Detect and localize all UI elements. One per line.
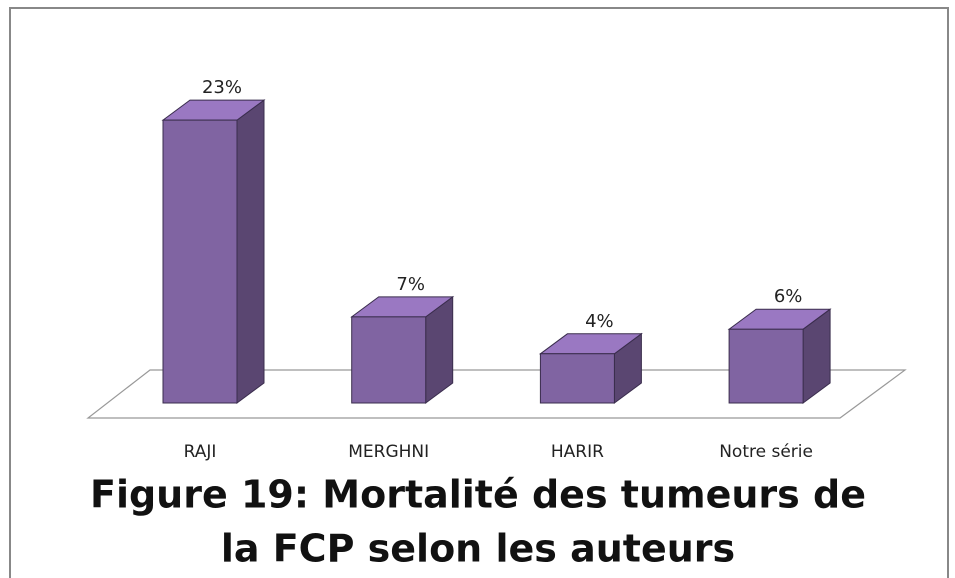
- data-label: 6%: [774, 286, 803, 307]
- data-label: 7%: [396, 274, 425, 295]
- x-tick-label: RAJI: [184, 442, 217, 462]
- bar-front: [351, 316, 427, 404]
- bar-front: [162, 119, 238, 404]
- bar-side: [236, 99, 265, 404]
- bar: [350, 295, 455, 404]
- bar: [727, 308, 832, 404]
- bar-front: [728, 328, 804, 404]
- bar: [161, 99, 266, 404]
- data-label: 23%: [202, 77, 242, 98]
- x-tick-label: MERGHNI: [348, 442, 429, 462]
- chart-title: Figure 19: Mortalité des tumeurs de: [90, 473, 866, 517]
- chart-title: la FCP selon les auteurs: [221, 527, 735, 571]
- floor: [86, 369, 907, 419]
- data-label: 4%: [585, 311, 614, 332]
- x-tick-label: HARIR: [551, 442, 604, 462]
- bar-front: [539, 353, 615, 404]
- x-tick-label: Notre série: [719, 442, 813, 462]
- bar: [538, 332, 643, 404]
